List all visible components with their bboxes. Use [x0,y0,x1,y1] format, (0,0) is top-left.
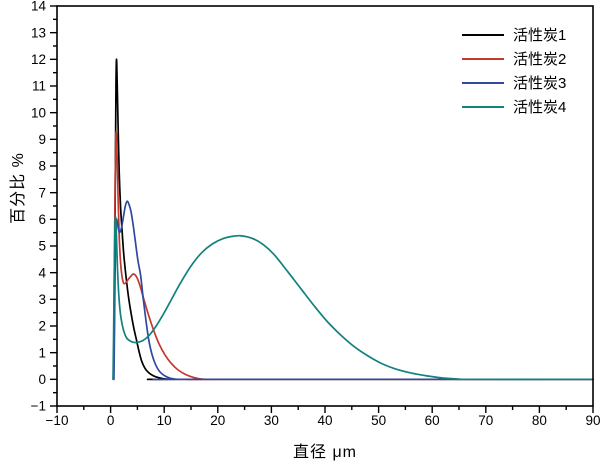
y-tick-label: 1 [38,345,46,360]
y-tick-label: 0 [38,372,46,387]
x-tick-label: −10 [46,413,69,428]
x-tick-label: 70 [478,413,493,428]
y-tick-label: 2 [38,319,46,334]
x-tick-label: 30 [264,413,279,428]
legend-label: 活性炭4 [513,98,567,116]
legend-line-swatch [462,106,504,108]
x-axis-title: 直径 μm [293,444,357,461]
y-tick-label: 12 [31,52,46,67]
legend-line-swatch [462,58,504,60]
x-tick-label: 90 [585,413,600,428]
legend-line-swatch [462,82,504,84]
y-tick-label: −1 [31,399,46,414]
y-tick-label: 14 [31,0,47,14]
y-tick-label: 8 [38,159,46,174]
y-tick-label: 11 [32,79,46,94]
y-tick-label: 13 [31,25,46,40]
x-tick-label: 80 [532,413,547,428]
x-tick-label: 60 [425,413,440,428]
legend: 活性炭1 活性炭2 活性炭3 活性炭4 [462,23,566,119]
y-tick-label: 7 [38,185,46,200]
plot-frame [56,5,594,407]
legend-item: 活性炭2 [462,47,566,71]
legend-line-swatch [462,34,504,36]
y-axis-title: 百分比 % [10,152,27,224]
x-tick-label: 40 [317,413,332,428]
legend-item: 活性炭3 [462,71,566,95]
series-line-3 [113,200,594,381]
x-tick-label: 0 [107,413,115,428]
legend-label: 活性炭3 [513,74,567,92]
y-tick-label: 10 [31,105,46,120]
series-line-4 [112,215,594,381]
series-line-2 [112,130,594,381]
x-tick-label: 10 [157,413,172,428]
y-tick-label: 5 [38,239,46,254]
y-tick-label: 3 [38,292,46,307]
legend-item: 活性炭4 [462,95,566,119]
y-tick-label: 4 [38,265,46,280]
x-tick-label: 50 [371,413,386,428]
y-tick-label: 6 [38,212,46,227]
legend-label: 活性炭2 [513,50,567,68]
x-tick-label: 20 [210,413,225,428]
y-tick-label: 9 [38,132,46,147]
legend-item: 活性炭1 [462,23,566,47]
legend-label: 活性炭1 [513,26,567,44]
